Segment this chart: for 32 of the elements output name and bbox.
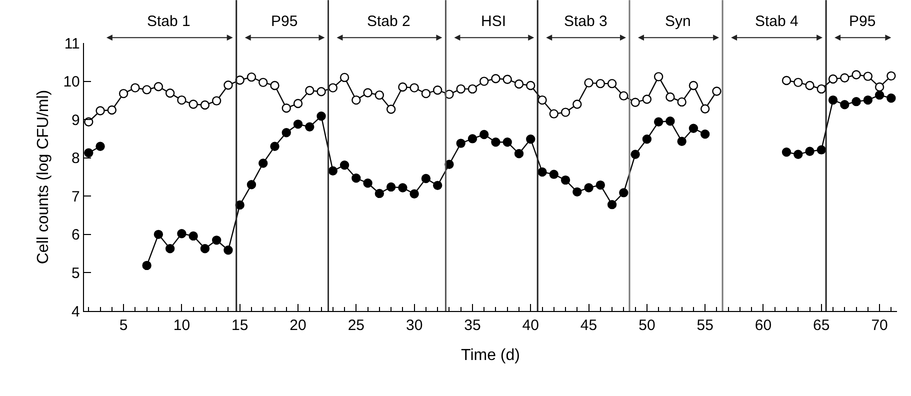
x-tick-label: 25	[348, 317, 365, 334]
x-tick-label: 10	[173, 317, 190, 334]
x-tick-label: 55	[696, 317, 714, 334]
text: P95	[849, 13, 876, 30]
text: Stab 1	[147, 13, 190, 30]
x-tick-label: 5	[119, 317, 128, 334]
y-axis-title: Cell counts (log CFU/ml)	[35, 90, 52, 264]
text: P95	[271, 13, 298, 30]
x-tick-label: 35	[464, 317, 481, 334]
x-tick-label: 30	[406, 317, 423, 334]
y-tick-label: 10	[63, 74, 80, 91]
x-axis-title: Time (d)	[461, 346, 520, 364]
x-tick-label: 70	[871, 317, 888, 334]
text: Syn	[665, 13, 691, 30]
x-tick-label: 45	[580, 317, 598, 334]
y-tick-label: 8	[72, 150, 80, 168]
y-tick-label: 11	[64, 35, 80, 52]
y-tick-label: 5	[72, 264, 80, 282]
x-tick-label: 65	[813, 317, 830, 334]
text: Stab 4	[755, 13, 798, 30]
x-tick-label: 50	[638, 317, 656, 334]
x-tick-label: 15	[232, 317, 248, 334]
text: HSI	[481, 13, 506, 30]
x-tick-label: 40	[522, 317, 539, 334]
x-tick-label: 60	[754, 317, 772, 334]
y-tick-label: 4	[72, 303, 80, 320]
y-tick-label: 6	[72, 226, 80, 244]
text: Stab 3	[564, 13, 608, 30]
x-tick-label: 20	[290, 317, 306, 334]
text: Stab 2	[367, 13, 410, 30]
y-tick-label: 7	[72, 188, 80, 206]
y-tick-label: 9	[72, 112, 80, 129]
